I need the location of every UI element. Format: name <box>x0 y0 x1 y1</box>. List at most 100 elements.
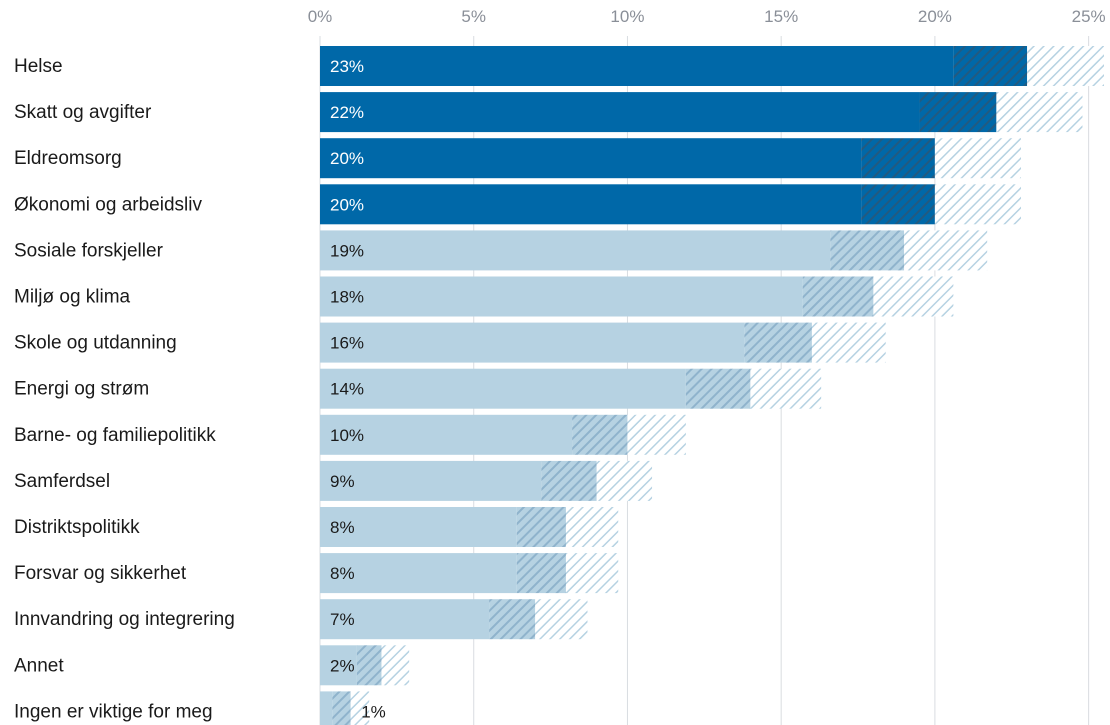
value-label: 8% <box>330 518 355 537</box>
bar-row: 2% <box>320 645 410 686</box>
category-label: Energi og strøm <box>14 379 149 400</box>
interval-upper-segment <box>1027 46 1104 86</box>
interval-upper-segment <box>811 322 886 363</box>
interval-upper-segment <box>565 553 619 594</box>
value-label: 19% <box>330 241 364 260</box>
x-tick-label: 25% <box>1072 7 1106 26</box>
interval-lower-segment <box>516 553 566 594</box>
category-label: Forsvar og sikkerhet <box>14 563 187 584</box>
bar-row: 20% <box>320 138 1021 179</box>
x-tick-label: 5% <box>461 7 486 26</box>
interval-upper-segment <box>873 276 954 317</box>
interval-upper-segment <box>627 414 686 455</box>
interval-lower-segment <box>744 322 812 363</box>
interval-lower-segment <box>685 368 751 409</box>
interval-lower-segment <box>572 414 628 455</box>
bar <box>320 507 517 547</box>
value-label: 23% <box>330 57 364 76</box>
category-label: Samferdsel <box>14 471 110 492</box>
bar <box>320 184 862 225</box>
value-label: 16% <box>330 334 364 353</box>
bar-row: 23% <box>320 46 1104 86</box>
interval-lower-segment <box>953 46 1028 86</box>
value-label: 20% <box>330 195 364 214</box>
bar <box>320 460 542 501</box>
bar-row: 16% <box>320 322 886 363</box>
value-label: 8% <box>330 564 355 583</box>
bar-row: 22% <box>320 92 1083 133</box>
x-tick-label: 15% <box>764 7 798 26</box>
category-label: Skatt og avgifter <box>14 102 152 123</box>
x-tick-label: 0% <box>308 7 333 26</box>
bar-row: 19% <box>320 230 988 271</box>
interval-lower-segment <box>861 138 935 179</box>
interval-upper-segment <box>904 230 988 271</box>
category-label: Annet <box>14 655 64 676</box>
bar <box>320 691 333 725</box>
interval-upper-segment <box>565 507 619 547</box>
bars: 23% 22% 20% 20% 19% 18% 16% 14% 10% 9% 8% 8% 7% 2% 1% <box>320 46 1104 725</box>
value-label: 18% <box>330 288 364 307</box>
category-label: Innvandring og integrering <box>14 609 235 630</box>
interval-upper-segment <box>535 599 588 640</box>
bar-row: 10% <box>320 414 686 455</box>
interval-upper-segment <box>596 460 653 501</box>
category-label: Sosiale forskjeller <box>14 240 164 261</box>
bar <box>320 599 490 640</box>
value-label: 9% <box>330 472 355 491</box>
bar-row: 9% <box>320 460 653 501</box>
bar <box>320 138 862 179</box>
interval-lower-segment <box>541 460 597 501</box>
bar-row: 7% <box>320 599 588 640</box>
interval-upper-segment <box>996 92 1083 133</box>
value-label: 1% <box>361 702 386 721</box>
x-tick-label: 10% <box>610 7 644 26</box>
value-label: 22% <box>330 103 364 122</box>
value-label: 7% <box>330 610 355 629</box>
bar <box>320 230 831 271</box>
bar-row: 8% <box>320 553 619 594</box>
category-label: Skole og utdanning <box>14 333 177 354</box>
interval-lower-segment <box>332 691 351 725</box>
bar-row: 18% <box>320 276 954 317</box>
interval-upper-segment <box>381 645 410 686</box>
interval-upper-segment <box>750 368 822 409</box>
category-label: Barne- og familiepolitikk <box>14 425 216 446</box>
interval-lower-segment <box>356 645 382 686</box>
category-label: Økonomi og arbeidsliv <box>14 194 202 215</box>
interval-lower-segment <box>830 230 905 271</box>
interval-lower-segment <box>802 276 874 317</box>
interval-upper-segment <box>350 691 370 725</box>
interval-lower-segment <box>861 184 935 225</box>
bar <box>320 368 686 409</box>
bar <box>320 553 517 594</box>
bar-row: 14% <box>320 368 822 409</box>
bar <box>320 322 745 363</box>
x-axis-ticks: 0% 5% 10% 15% 20% 25% <box>308 7 1106 26</box>
value-label: 20% <box>330 149 364 168</box>
bar <box>320 92 920 133</box>
x-tick-label: 20% <box>918 7 952 26</box>
bar <box>320 414 573 455</box>
interval-lower-segment <box>919 92 997 133</box>
interval-upper-segment <box>934 184 1021 225</box>
bar-row: 1% <box>320 691 386 725</box>
bar-row: 20% <box>320 184 1021 225</box>
category-label: Ingen er viktige for meg <box>14 701 213 722</box>
interval-upper-segment <box>934 138 1021 179</box>
category-label: Miljø og klima <box>14 287 131 308</box>
category-labels: Helse Skatt og avgifter Eldreomsorg Økonomi… <box>14 56 235 722</box>
value-label: 2% <box>330 656 355 675</box>
bar-row: 8% <box>320 507 619 547</box>
interval-lower-segment <box>489 599 536 640</box>
bar <box>320 46 954 86</box>
value-label: 10% <box>330 426 364 445</box>
bar <box>320 645 357 686</box>
category-label: Distriktspolitikk <box>14 517 140 538</box>
value-label: 14% <box>330 380 364 399</box>
interval-lower-segment <box>516 507 566 547</box>
category-label: Eldreomsorg <box>14 148 122 169</box>
bar <box>320 276 803 317</box>
category-label: Helse <box>14 56 63 77</box>
